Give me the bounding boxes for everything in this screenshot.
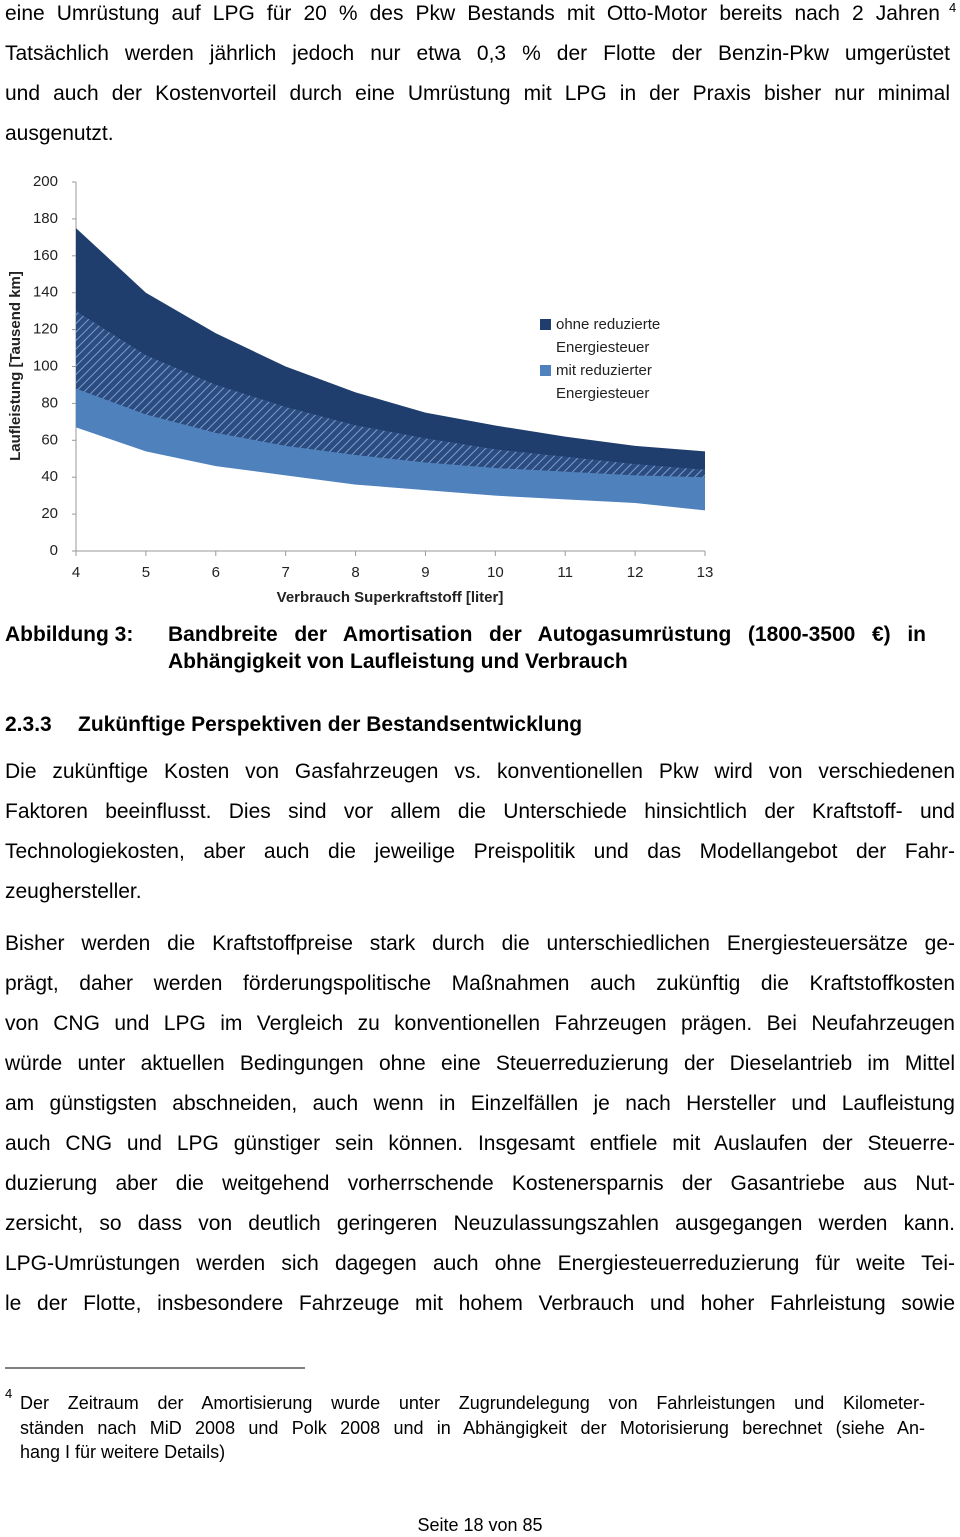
footnote-marker: 4: [5, 1386, 13, 1401]
text-line: Bandbreite der Amortisation der Autogasu…: [168, 623, 926, 646]
text-line: zeughersteller.: [5, 880, 142, 903]
text-line: Abhängigkeit von Laufleistung und Verbra…: [168, 650, 628, 673]
x-tick-label: 6: [212, 564, 220, 581]
text-line: duzierung aber die weitgehend vorherrsch…: [5, 1172, 955, 1195]
legend-swatch: [540, 365, 551, 376]
y-tick-label: 180: [33, 210, 58, 227]
page-footer: Seite 18 von 85: [417, 1515, 543, 1535]
text-line: hang I für weitere Details): [20, 1442, 226, 1462]
y-tick-label: 0: [50, 542, 58, 559]
text-line: Tatsächlich werden jährlich jedoch nur e…: [5, 42, 950, 65]
legend-entry: mit reduzierter Energiesteuer: [556, 362, 652, 402]
text-line: am günstigsten abschneiden, auch wenn in…: [5, 1092, 955, 1115]
y-tick-label: 60: [41, 431, 58, 448]
text-line: le der Flotte, insbesondere Fahrzeuge mi…: [5, 1292, 955, 1315]
x-tick-label: 7: [281, 564, 289, 581]
text-line: ständen nach MiD 2008 und Polk 2008 und …: [20, 1417, 925, 1438]
text-line: ausgenutzt.: [5, 122, 114, 145]
y-tick-label: 120: [33, 321, 58, 338]
x-tick-label: 13: [697, 564, 714, 581]
legend-entry: ohne reduzierte Energiesteuer: [556, 316, 661, 356]
y-tick-label: 160: [33, 247, 58, 264]
x-tick-label: 10: [487, 564, 504, 581]
text-line: und auch der Kostenvorteil durch eine Um…: [5, 82, 950, 105]
legend-swatch: [540, 319, 551, 330]
text-line: eine Umrüstung auf LPG für 20 % des Pkw …: [5, 2, 940, 25]
y-axis-label: Laufleistung [Tausend km]: [7, 271, 24, 461]
footnote-ref: 4: [949, 0, 957, 15]
text-line: Faktoren beeinflusst. Dies sind vor alle…: [5, 800, 955, 823]
y-tick-label: 80: [41, 394, 58, 411]
section-title: Zukünftige Perspektiven der Bestandsentw…: [78, 713, 583, 736]
y-tick-label: 20: [41, 505, 58, 522]
y-tick-label: 200: [33, 173, 58, 190]
caption-label: Abbildung 3:: [5, 623, 134, 646]
text-line: würde unter aktuellen Bedingungen ohne e…: [5, 1052, 955, 1075]
y-tick-label: 40: [41, 468, 58, 485]
text-line: Der Zeitraum der Amortisierung wurde unt…: [20, 1393, 925, 1413]
y-tick-label: 140: [33, 284, 58, 301]
text-line: prägt, daher werden förderungspolitische…: [5, 972, 955, 995]
x-tick-label: 4: [72, 564, 80, 581]
text-line: Bisher werden die Kraftstoffpreise stark…: [5, 932, 955, 955]
x-tick-label: 12: [627, 564, 644, 581]
text-line: von CNG und LPG im Vergleich zu konventi…: [5, 1012, 955, 1035]
text-line: zersicht, so dass von deutlich geringere…: [5, 1212, 955, 1235]
section-number: 2.3.3: [5, 713, 52, 736]
x-tick-label: 8: [351, 564, 359, 581]
text-line: auch CNG und LPG günstiger sein können. …: [5, 1132, 955, 1155]
text-line: Technologiekosten, aber auch die jeweili…: [5, 840, 955, 863]
text-line: Die zukünftige Kosten von Gasfahrzeugen …: [5, 760, 955, 783]
x-tick-label: 9: [421, 564, 429, 581]
text-line: LPG-Umrüstungen werden sich dagegen auch…: [5, 1252, 955, 1275]
overlap-band: [76, 311, 705, 478]
y-tick-label: 100: [33, 357, 58, 374]
x-tick-label: 5: [142, 564, 150, 581]
x-tick-label: 11: [557, 564, 573, 581]
x-axis-label: Verbrauch Superkraftstoff [liter]: [277, 589, 504, 606]
